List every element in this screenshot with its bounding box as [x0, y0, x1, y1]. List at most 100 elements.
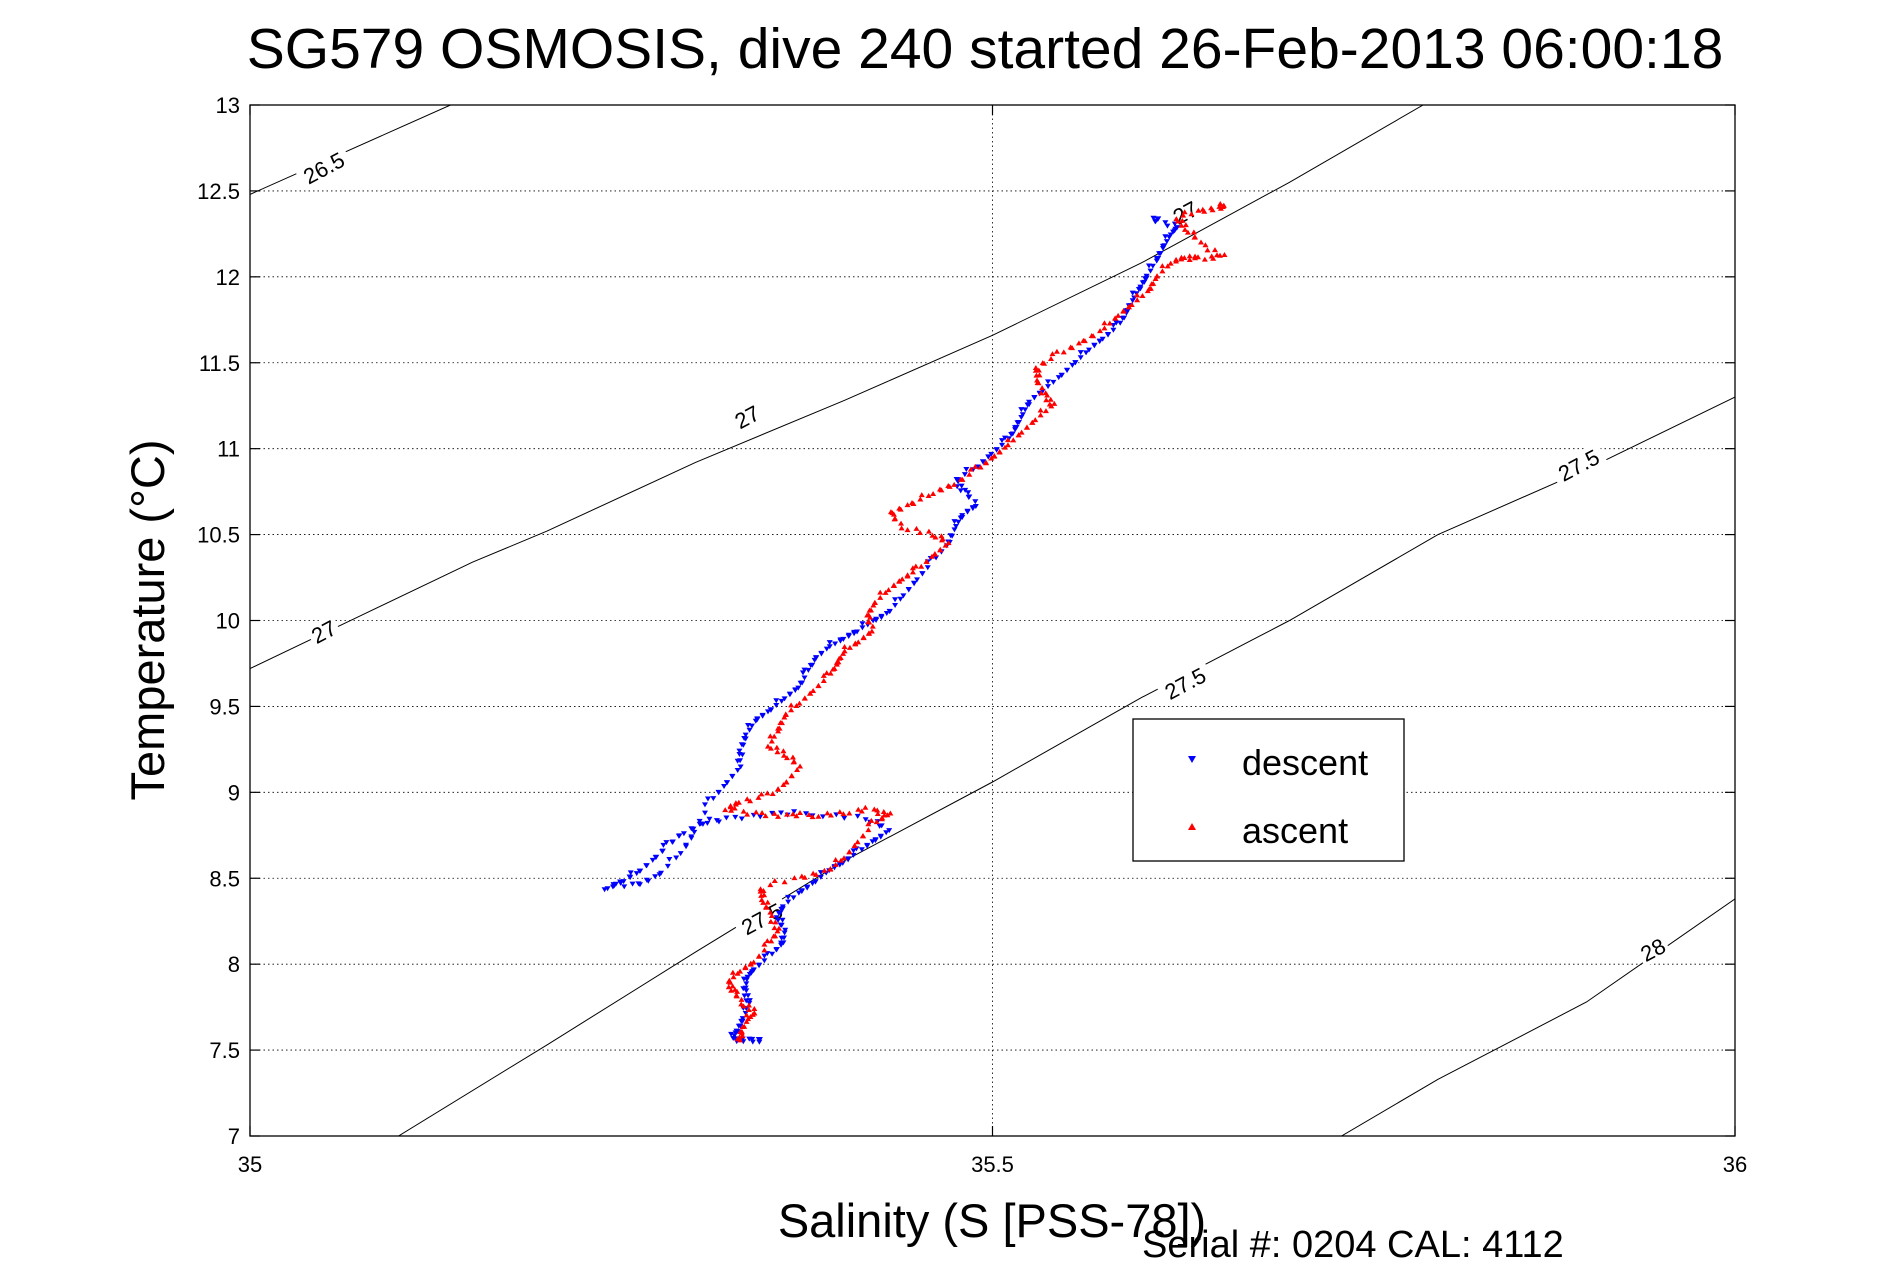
ascent-point [877, 589, 884, 595]
ascent-point [790, 759, 797, 765]
ascent-point [1032, 417, 1039, 423]
descent-point [785, 894, 792, 900]
descent-point [1096, 339, 1103, 345]
descent-point [1139, 280, 1146, 286]
descent-point [688, 834, 695, 840]
descent-point [1055, 375, 1062, 381]
descent-point [756, 1039, 763, 1045]
ascent-point [797, 809, 804, 815]
ascent-point [1159, 263, 1166, 269]
ascent-point [789, 754, 796, 760]
ascent-point [836, 655, 843, 661]
ascent-point [743, 1012, 750, 1018]
descent-point [773, 947, 780, 953]
descent-point [792, 688, 799, 694]
ascent-point [1034, 377, 1041, 383]
descent-point [761, 953, 768, 959]
descent-point [1117, 320, 1124, 326]
descent-point [1110, 327, 1117, 333]
contour-label-bg [294, 144, 354, 191]
ascent-point [733, 993, 740, 999]
descent-point [746, 971, 753, 977]
ascent-point [832, 857, 839, 863]
ascent-point [904, 527, 911, 533]
y-tick-label: 7 [228, 1124, 240, 1149]
ascent-point [1032, 367, 1039, 373]
descent-point [737, 758, 744, 764]
ascent-point [775, 725, 782, 731]
descent-point [840, 636, 847, 642]
descent-point [859, 625, 866, 631]
ascent-point [1209, 207, 1216, 213]
ascent-point [783, 779, 790, 785]
ascent-point [821, 867, 828, 873]
ascent-point [815, 683, 822, 689]
descent-point [658, 870, 665, 876]
ascent-point [938, 533, 945, 539]
descent-point [962, 487, 969, 493]
contour-label-bg [728, 399, 766, 435]
ascent-point [1037, 407, 1044, 413]
descent-point [985, 454, 992, 460]
ascent-point [988, 455, 995, 461]
ascent-point [758, 897, 765, 903]
ascent-point [1217, 200, 1224, 206]
descent-point [919, 571, 926, 577]
ascent-point [771, 810, 778, 816]
ascent-point [931, 551, 938, 557]
chart-title: SG579 OSMOSIS, dive 240 started 26-Feb-2… [247, 17, 1724, 81]
descent-point [797, 680, 804, 686]
ascent-point [1184, 229, 1191, 235]
ascent-point [860, 635, 867, 641]
descent-point [1164, 223, 1171, 229]
descent-point [723, 780, 730, 786]
ascent-point [830, 666, 837, 672]
ascent-point [788, 702, 795, 708]
ascent-point [869, 623, 876, 629]
descent-point [858, 847, 865, 853]
descent-point [743, 988, 750, 994]
descent-point [837, 638, 844, 644]
descent-point [1137, 284, 1144, 290]
descent-point [969, 506, 976, 512]
ascent-point [928, 553, 935, 559]
descent-point [749, 1039, 756, 1045]
ascent-point [881, 812, 888, 818]
descent-point [897, 596, 904, 602]
ascent-point [793, 813, 800, 819]
ascent-point [841, 648, 848, 654]
ascent-point [1048, 355, 1055, 361]
descent-point [778, 698, 785, 704]
ascent-point [917, 496, 924, 502]
ascent-point [859, 832, 866, 838]
ascent-point [758, 791, 765, 797]
descent-point [746, 1036, 753, 1042]
descent-point [1045, 384, 1052, 390]
descent-point [886, 608, 893, 614]
ascent-point [827, 866, 834, 872]
ascent-point [880, 809, 887, 815]
descent-point [802, 811, 809, 817]
descent-point [878, 615, 885, 621]
ascent-point [879, 816, 886, 822]
ascent-point [1090, 333, 1097, 339]
ascent-point [855, 806, 862, 812]
ascent-point [966, 471, 973, 477]
ascent-point [781, 879, 788, 885]
ascent-point [1195, 207, 1202, 213]
descent-point [826, 644, 833, 650]
ascent-point [751, 1010, 758, 1016]
ascent-point [1182, 222, 1189, 228]
ascent-point [794, 766, 801, 772]
ascent-point [771, 878, 778, 884]
descent-point [764, 709, 771, 715]
ascent-point [840, 811, 847, 817]
ascent-point [1210, 255, 1217, 261]
ascent-point [772, 919, 779, 925]
descent-point [1064, 368, 1071, 374]
ascent-point [791, 875, 798, 881]
ascent-point [866, 607, 873, 613]
ascent-point [887, 810, 894, 816]
descent-point [965, 495, 972, 501]
